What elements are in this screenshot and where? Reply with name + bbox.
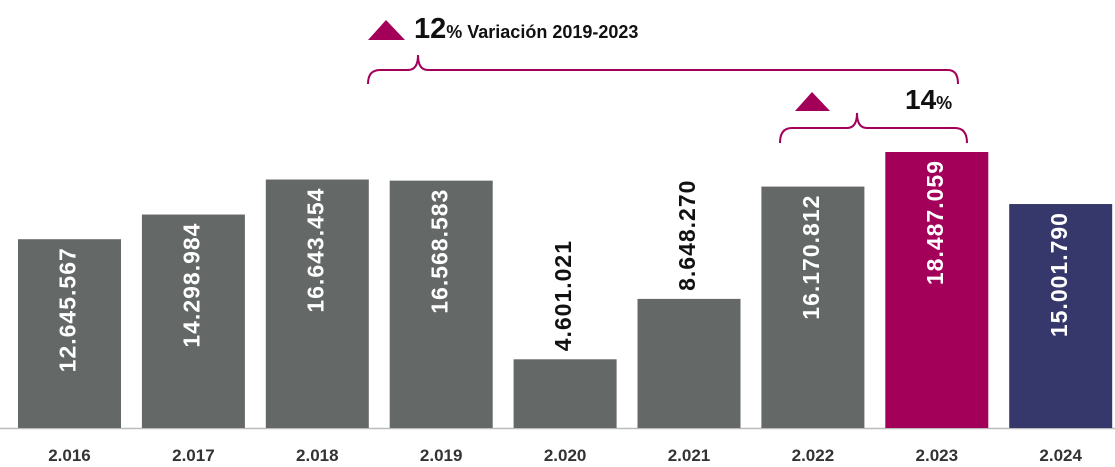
x-tick-label: 2.017: [172, 446, 215, 465]
x-tick-label: 2.019: [420, 446, 463, 465]
x-tick-label: 2.018: [296, 446, 339, 465]
bar: [141, 214, 245, 428]
up-triangle: [368, 20, 405, 40]
annotation-number: 12: [414, 13, 446, 45]
value-label: 16.170.812: [798, 195, 824, 320]
value-label: 16.643.454: [302, 188, 328, 313]
x-tick-label: 2.024: [1039, 446, 1082, 465]
value-label: 8.648.270: [674, 180, 700, 291]
bar: [265, 179, 369, 428]
annotation: 14%: [905, 84, 952, 115]
bar: [389, 180, 493, 428]
x-tick-label: 2.023: [916, 446, 959, 465]
value-label: 12.645.567: [55, 247, 81, 372]
x-tick-label: 2.016: [48, 446, 91, 465]
value-label: 14.298.984: [178, 223, 204, 348]
brace: [779, 112, 968, 144]
bar: [885, 152, 989, 428]
up-triangle: [795, 92, 830, 111]
bar: [1009, 204, 1113, 428]
bar: [513, 359, 617, 428]
x-tick-label: 2.022: [792, 446, 835, 465]
value-label: 15.001.790: [1046, 212, 1072, 337]
annotation-text: % Variación 2019-2023: [446, 22, 638, 42]
x-tick-label: 2.021: [668, 446, 711, 465]
x-tick-label: 2.020: [544, 446, 587, 465]
bar: [18, 239, 121, 428]
bar: [637, 298, 741, 428]
annotation-text: %: [936, 93, 952, 113]
brace: [367, 54, 959, 85]
value-label: 18.487.059: [922, 160, 948, 285]
annotation-number: 14: [905, 84, 937, 115]
bar: [761, 186, 865, 428]
value-label: 4.601.021: [550, 240, 576, 351]
value-label: 16.568.583: [426, 189, 452, 314]
annotation: 12% Variación 2019-2023: [414, 13, 638, 45]
